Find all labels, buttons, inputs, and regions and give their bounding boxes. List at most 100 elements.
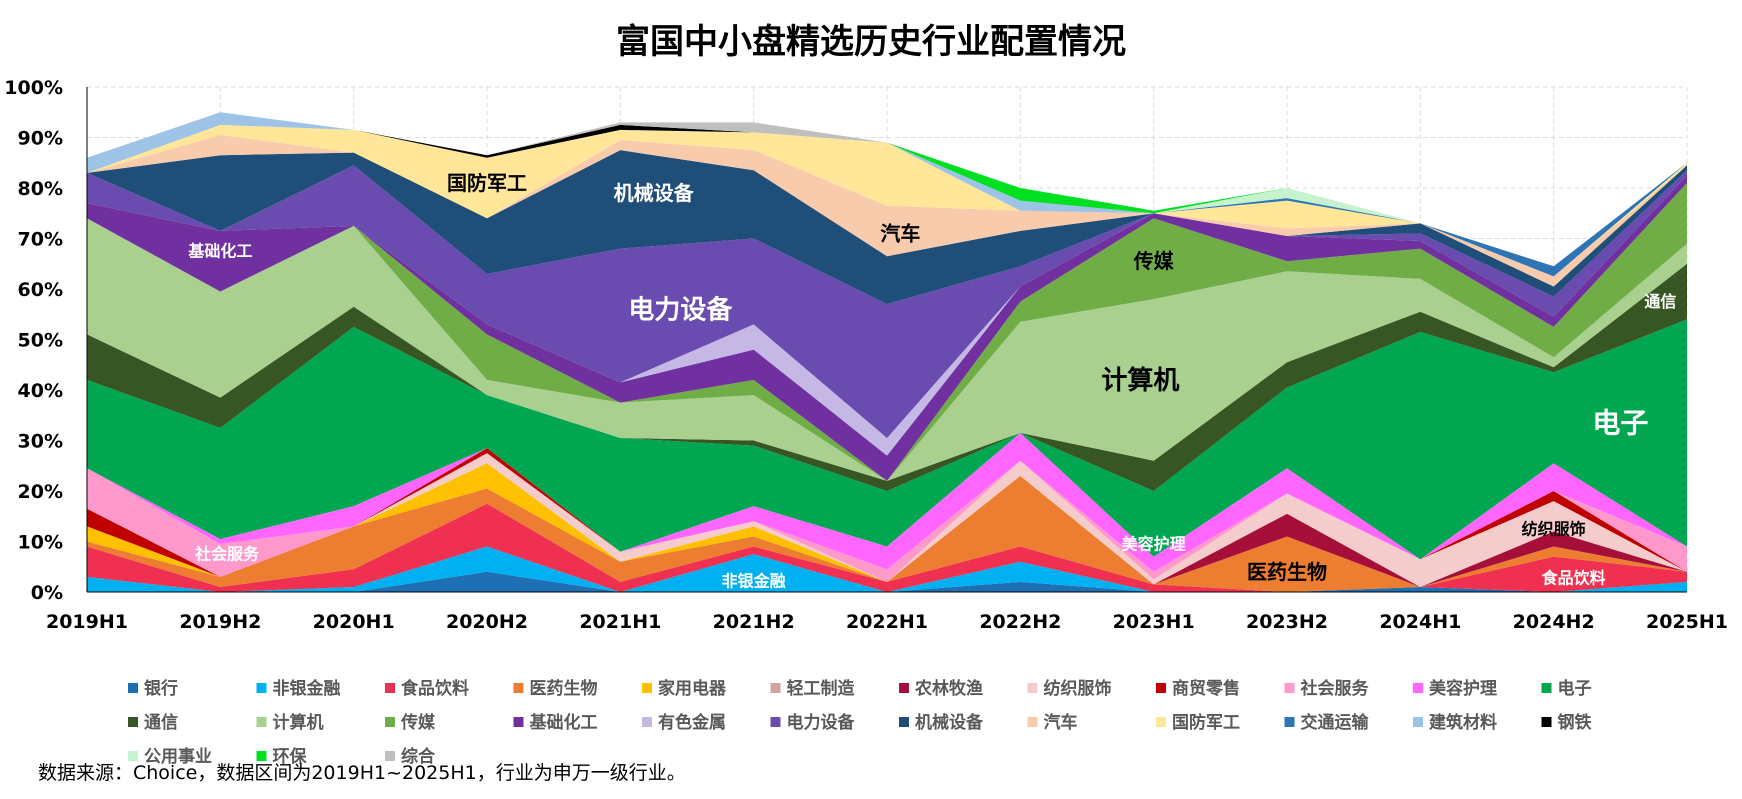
- area-label: 食品饮料: [1541, 568, 1606, 587]
- area-label: 非银金融: [722, 571, 786, 590]
- y-tick-label: 70%: [18, 229, 63, 251]
- chart-title: 富国中小盘精选历史行业配置情况: [616, 22, 1126, 62]
- legend-swatch: [770, 683, 781, 693]
- legend-label: 银行: [144, 678, 178, 699]
- legend-item: 商贸零售: [1156, 678, 1240, 699]
- area-label: 传媒: [1133, 249, 1175, 273]
- legend-swatch: [256, 717, 267, 727]
- x-tick-label: 2019H2: [179, 611, 261, 633]
- area-label: 美容护理: [1122, 535, 1186, 554]
- legend-label: 传媒: [400, 712, 436, 733]
- legend-label: 家用电器: [658, 678, 727, 699]
- legend-item: 综合: [385, 746, 436, 767]
- legend-swatch: [256, 683, 267, 693]
- legend-swatch: [128, 683, 138, 693]
- area-label: 电力设备: [628, 295, 733, 325]
- legend-swatch: [770, 717, 781, 727]
- legend-swatch: [1284, 683, 1295, 693]
- x-tick-label: 2023H1: [1113, 611, 1195, 633]
- y-tick-label: 50%: [18, 330, 63, 352]
- legend-item: 钢铁: [1541, 712, 1592, 733]
- legend-label: 公用事业: [144, 747, 212, 767]
- legend-swatch: [128, 751, 138, 761]
- legend-swatch: [1284, 717, 1295, 727]
- legend-swatch: [1413, 683, 1423, 693]
- legend-swatch: [256, 751, 267, 761]
- legend-label: 汽车: [1044, 712, 1078, 733]
- legend-label: 纺织服饰: [1044, 678, 1112, 699]
- legend-label: 社会服务: [1300, 678, 1370, 699]
- legend-item: 银行: [128, 678, 178, 699]
- area-series: [87, 112, 1687, 592]
- legend-label: 环保: [273, 746, 308, 767]
- legend-label: 商贸零售: [1172, 678, 1240, 699]
- x-tick-label: 2019H1: [46, 611, 128, 633]
- legend-item: 传媒: [385, 712, 436, 733]
- legend-item: 通信: [128, 712, 178, 733]
- area-label: 通信: [1644, 292, 1676, 311]
- legend-item: 环保: [256, 746, 308, 767]
- area-label: 社会服务: [194, 545, 260, 564]
- legend-swatch: [513, 717, 524, 727]
- legend-swatch: [513, 683, 524, 693]
- legend-item: 汽车: [1027, 712, 1078, 733]
- legend-label: 医药生物: [530, 678, 598, 699]
- area-label: 基础化工: [187, 242, 252, 261]
- area-series-1: [87, 571, 1687, 592]
- legend-item: 建筑材料: [1413, 712, 1497, 733]
- y-tick-label: 20%: [18, 481, 63, 503]
- legend-swatch: [1156, 717, 1166, 727]
- legend-item: 国防军工: [1156, 712, 1240, 733]
- legend-item: 农林牧渔: [899, 678, 983, 699]
- legend-swatch: [1027, 683, 1038, 693]
- x-tick-label: 2022H1: [846, 611, 928, 633]
- legend-swatch: [1413, 717, 1423, 727]
- legend-label: 电力设备: [787, 712, 856, 733]
- area-series-12: [87, 319, 1687, 560]
- legend-item: 交通运输: [1284, 712, 1370, 733]
- legend-label: 交通运输: [1301, 712, 1370, 733]
- area-label: 国防军工: [447, 171, 527, 195]
- legend-label: 有色金属: [658, 712, 726, 733]
- legend-label: 机械设备: [915, 712, 984, 733]
- x-tick-label: 2020H1: [313, 611, 395, 633]
- legend-swatch: [642, 683, 652, 693]
- legend-swatch: [1027, 717, 1038, 727]
- y-tick-label: 100%: [4, 77, 63, 99]
- x-tick-label: 2021H2: [713, 611, 795, 633]
- legend-label: 轻工制造: [787, 678, 856, 699]
- area-series-4: [87, 475, 1687, 592]
- area-series-21: [87, 124, 1687, 277]
- legend-item: 家用电器: [642, 678, 727, 699]
- x-tick-label: 2022H2: [979, 611, 1061, 633]
- y-tick-label: 0%: [31, 582, 63, 604]
- legend-label: 农林牧渔: [914, 678, 983, 699]
- legend-swatch: [385, 717, 395, 727]
- legend-swatch: [899, 717, 909, 727]
- x-tick-label: 2025H1: [1646, 611, 1728, 633]
- legend-item: 社会服务: [1284, 678, 1370, 699]
- x-tick-label: 2021H1: [579, 611, 661, 633]
- area-label: 计算机: [1101, 365, 1179, 396]
- legend-item: 有色金属: [642, 712, 726, 733]
- legend-label: 基础化工: [529, 712, 598, 733]
- y-tick-label: 10%: [18, 532, 63, 554]
- legend-label: 钢铁: [1558, 712, 1592, 733]
- legend-swatch: [385, 751, 395, 761]
- legend-swatch: [1541, 683, 1552, 693]
- legend-swatch: [642, 717, 652, 727]
- x-tick-label: 2024H1: [1379, 611, 1461, 633]
- area-label: 电子: [1592, 407, 1648, 440]
- legend-item: 纺织服饰: [1027, 678, 1112, 699]
- legend-item: 美容护理: [1413, 678, 1497, 699]
- y-tick-label: 30%: [18, 431, 63, 453]
- legend-item: 食品饮料: [385, 678, 469, 699]
- legend-label: 非银金融: [273, 678, 341, 699]
- y-tick-label: 40%: [18, 380, 63, 402]
- legend-item: 轻工制造: [770, 678, 856, 699]
- area-label: 汽车: [880, 221, 920, 245]
- legend-label: 计算机: [273, 712, 324, 733]
- legend-item: 机械设备: [899, 712, 984, 733]
